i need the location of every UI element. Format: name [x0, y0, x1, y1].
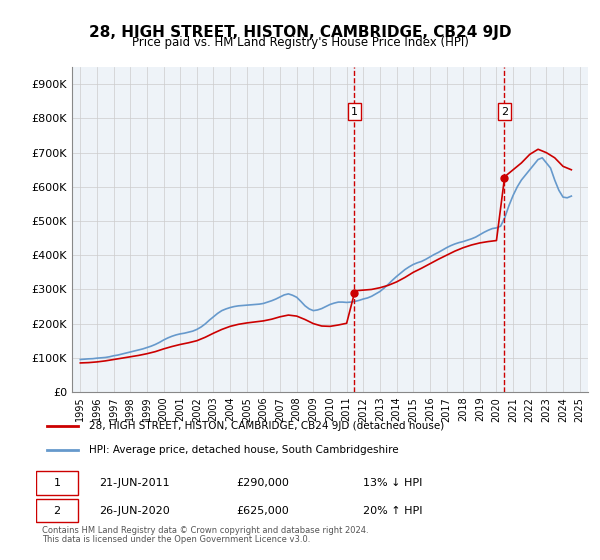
- Text: £625,000: £625,000: [236, 506, 289, 516]
- Text: 1: 1: [53, 478, 61, 488]
- Text: Price paid vs. HM Land Registry's House Price Index (HPI): Price paid vs. HM Land Registry's House …: [131, 36, 469, 49]
- Text: 21-JUN-2011: 21-JUN-2011: [100, 478, 170, 488]
- Text: 2: 2: [53, 506, 61, 516]
- Text: 28, HIGH STREET, HISTON, CAMBRIDGE, CB24 9JD (detached house): 28, HIGH STREET, HISTON, CAMBRIDGE, CB24…: [89, 421, 444, 431]
- Text: 26-JUN-2020: 26-JUN-2020: [100, 506, 170, 516]
- FancyBboxPatch shape: [36, 499, 78, 522]
- FancyBboxPatch shape: [36, 471, 78, 494]
- Text: Contains HM Land Registry data © Crown copyright and database right 2024.: Contains HM Land Registry data © Crown c…: [42, 526, 368, 535]
- Text: 1: 1: [351, 106, 358, 116]
- Text: £290,000: £290,000: [236, 478, 290, 488]
- Text: HPI: Average price, detached house, South Cambridgeshire: HPI: Average price, detached house, Sout…: [89, 445, 398, 455]
- Text: 20% ↑ HPI: 20% ↑ HPI: [364, 506, 423, 516]
- Text: 28, HIGH STREET, HISTON, CAMBRIDGE, CB24 9JD: 28, HIGH STREET, HISTON, CAMBRIDGE, CB24…: [89, 25, 511, 40]
- Text: 13% ↓ HPI: 13% ↓ HPI: [364, 478, 423, 488]
- Text: This data is licensed under the Open Government Licence v3.0.: This data is licensed under the Open Gov…: [42, 534, 310, 544]
- Text: 2: 2: [501, 106, 508, 116]
